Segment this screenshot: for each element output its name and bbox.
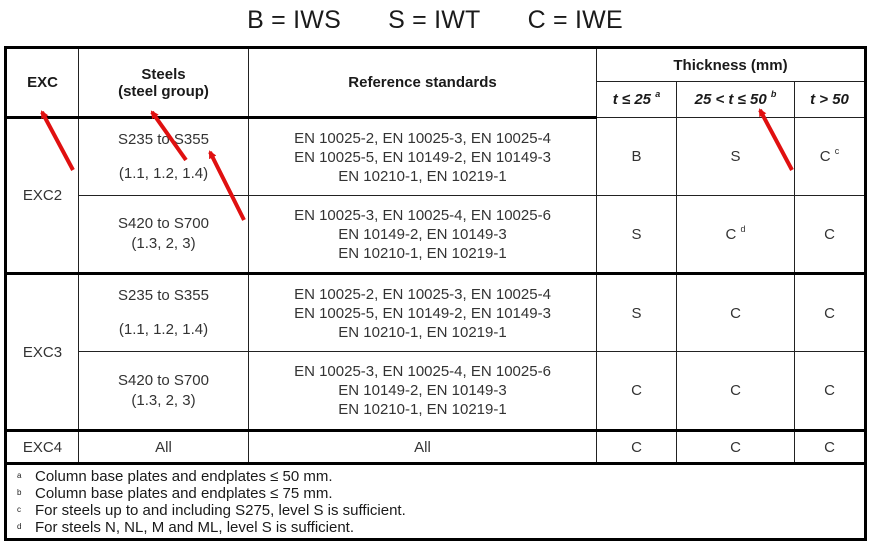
level-cell: C <box>794 195 866 275</box>
header-reference: Reference standards <box>248 47 597 119</box>
legend-title: B = IWS S = IWT C = IWE <box>0 6 870 35</box>
legend-b: B = IWS <box>247 6 341 34</box>
level-cell: C <box>794 351 866 432</box>
header-steels: Steels (steel group) <box>78 47 249 119</box>
legend-s: S = IWT <box>388 6 481 34</box>
level-cell: C <box>596 351 677 432</box>
header-exc: EXC <box>5 47 79 119</box>
legend-c: C = IWE <box>527 6 623 34</box>
footnote-c: c For steels up to and including S275, le… <box>17 502 406 519</box>
reference-cell: EN 10025-3, EN 10025-4, EN 10025-6 EN 101… <box>248 195 597 275</box>
table-row: EXC4 All All C C C <box>5 430 866 464</box>
header-thickness: Thickness (mm) <box>596 47 866 82</box>
exc-cell: EXC4 <box>5 430 79 464</box>
header-t2: 25 < t ≤ 50 b <box>676 81 795 118</box>
steel-cell: All <box>78 430 249 464</box>
table-row: S420 to S700 (1.3, 2, 3) EN 10025-3, EN 1… <box>6 195 866 275</box>
reference-cell: EN 10025-3, EN 10025-4, EN 10025-6 EN 101… <box>248 351 597 432</box>
reference-cell: EN 10025-2, EN 10025-3, EN 10025-4 EN 100… <box>248 273 597 352</box>
table-row: EXC2 S235 to S355 (1.1, 1.2, 1.4) EN 1002… <box>5 117 866 275</box>
header-row-1: EXC Steels (steel group) Reference stand… <box>5 47 866 119</box>
header-t3: t > 50 <box>794 81 866 118</box>
footnotes: a Column base plates and endplates ≤ 50 m… <box>5 462 866 540</box>
table-row: S420 to S700 (1.3, 2, 3) EN 10025-3, EN 1… <box>6 351 866 432</box>
header-steels-line1: Steels <box>141 65 186 83</box>
level-cell: C <box>596 430 677 464</box>
level-cell: S <box>596 273 677 352</box>
footnote-b: b Column base plates and endplates ≤ 75 m… <box>17 485 333 502</box>
level-cell: B <box>596 117 677 196</box>
steel-cell: S235 to S355 (1.1, 1.2, 1.4) <box>78 273 249 352</box>
reference-cell: All <box>248 430 597 464</box>
header-steels-line2: (steel group) <box>118 82 209 100</box>
execution-class-table: EXC Steels (steel group) Reference stand… <box>4 46 867 541</box>
level-cell: C <box>794 273 866 352</box>
level-cell: C d <box>676 195 795 275</box>
footnotes-row: a Column base plates and endplates ≤ 50 m… <box>5 462 866 540</box>
level-cell: C <box>676 273 795 352</box>
footnote-a: a Column base plates and endplates ≤ 50 m… <box>17 468 333 485</box>
steel-cell: S420 to S700 (1.3, 2, 3) <box>78 195 249 275</box>
level-cell: C <box>676 430 795 464</box>
exc-cell: EXC2 <box>5 117 79 275</box>
level-cell: S <box>676 117 795 196</box>
header-t1: t ≤ 25 a <box>596 81 677 118</box>
exc-cell: EXC3 <box>5 273 79 432</box>
reference-cell: EN 10025-2, EN 10025-3, EN 10025-4 EN 100… <box>248 117 597 196</box>
table-row: EXC3 S235 to S355 (1.1, 1.2, 1.4) EN 1002… <box>5 273 866 432</box>
level-cell: S <box>596 195 677 275</box>
steel-cell: S235 to S355 (1.1, 1.2, 1.4) <box>78 117 249 196</box>
steel-cell: S420 to S700 (1.3, 2, 3) <box>78 351 249 432</box>
level-cell: C c <box>794 117 866 196</box>
footnote-d: d For steels N, NL, M and ML, level S is … <box>17 519 355 536</box>
level-cell: C <box>676 351 795 432</box>
level-cell: C <box>794 430 866 464</box>
